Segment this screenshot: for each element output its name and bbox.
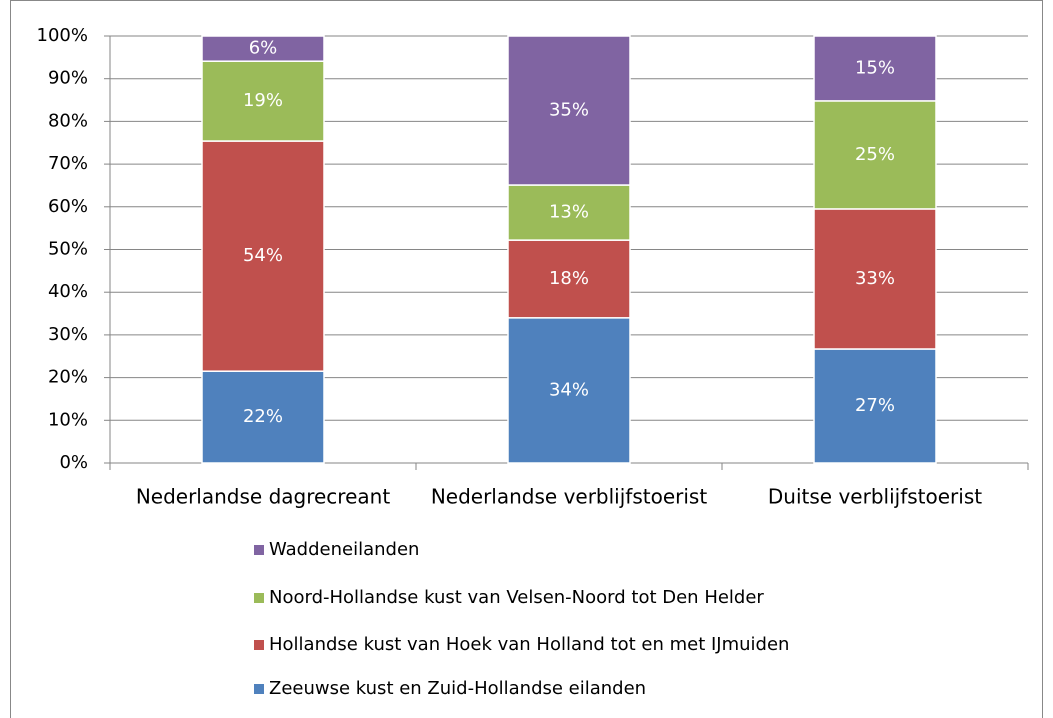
legend-swatch: [254, 640, 264, 650]
y-tick-label: 20%: [48, 367, 88, 388]
y-tick-label: 30%: [48, 324, 88, 345]
data-label: 27%: [855, 395, 895, 416]
legend-swatch: [254, 593, 264, 603]
bar-segment: [201, 35, 325, 62]
y-tick-label: 50%: [48, 239, 88, 260]
bar-segment: [813, 208, 937, 350]
bar-segment: [507, 239, 631, 319]
data-label: 6%: [249, 38, 278, 59]
bar-segment: [813, 35, 937, 102]
data-label: 19%: [243, 90, 283, 111]
data-label: 34%: [549, 379, 589, 400]
legend-label: Noord-Hollandse kust van Velsen-Noord to…: [269, 587, 764, 608]
y-tick-label: 60%: [48, 196, 88, 217]
data-label: 22%: [243, 406, 283, 427]
bar-segment: [507, 317, 631, 464]
y-tick-label: 0%: [59, 452, 88, 473]
y-tick-label: 90%: [48, 68, 88, 89]
data-label: 15%: [855, 57, 895, 78]
data-label: 33%: [855, 268, 895, 289]
y-tick-label: 80%: [48, 110, 88, 131]
bar-segment: [813, 100, 937, 210]
bar-segment: [201, 140, 325, 372]
x-tick-label: Nederlandse verblijfstoerist: [431, 485, 708, 509]
data-label: 13%: [549, 202, 589, 223]
chart-frame: [10, 0, 1043, 718]
data-label: 18%: [549, 268, 589, 289]
bar-segment: [201, 60, 325, 142]
bar-segment: [813, 348, 937, 464]
bar-segment: [201, 370, 325, 464]
legend-swatch: [254, 545, 264, 555]
y-tick-label: 40%: [48, 281, 88, 302]
data-label: 25%: [855, 144, 895, 165]
data-label: 35%: [549, 100, 589, 121]
y-tick-label: 100%: [37, 25, 88, 46]
legend-swatch: [254, 684, 264, 694]
legend-label: Waddeneilanden: [269, 539, 419, 560]
legend-label: Zeeuwse kust en Zuid-Hollandse eilanden: [269, 678, 646, 699]
x-tick-label: Nederlandse dagrecreant: [136, 485, 391, 509]
y-tick-label: 10%: [48, 409, 88, 430]
legend-label: Hollandse kust van Hoek van Holland tot …: [269, 634, 789, 655]
y-tick-label: 70%: [48, 153, 88, 174]
bar-segment: [507, 35, 631, 186]
x-tick-label: Duitse verblijfstoerist: [768, 485, 982, 509]
data-label: 54%: [243, 245, 283, 266]
bar-segment: [507, 184, 631, 241]
